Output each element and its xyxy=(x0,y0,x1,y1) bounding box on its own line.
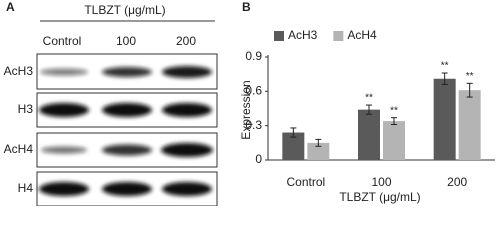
bar xyxy=(383,121,405,160)
column-label: 100 xyxy=(116,34,136,48)
bar xyxy=(433,78,456,160)
bar xyxy=(458,90,481,160)
y-tick-label: 0 xyxy=(255,152,262,166)
bar xyxy=(307,142,330,160)
legend-label: AcH3 xyxy=(288,28,318,42)
band xyxy=(162,103,212,117)
row-label: AcH3 xyxy=(4,64,34,78)
panel-label: B xyxy=(242,0,251,14)
band xyxy=(102,67,152,77)
significance-label: ** xyxy=(365,93,373,104)
bands xyxy=(39,66,213,196)
blot-header: TLBZT (μg/mL) xyxy=(84,3,165,17)
y-tick-label: 0.6 xyxy=(245,84,262,98)
bar xyxy=(282,132,305,160)
significance-label: ** xyxy=(466,71,474,82)
bar xyxy=(358,109,380,160)
y-tick-label: 0.9 xyxy=(245,49,262,63)
figure: A TLBZT (μg/mL) Control 100 200 AcH3 H3 … xyxy=(4,0,495,206)
row-label: H3 xyxy=(18,102,34,116)
band xyxy=(39,182,89,196)
plot: 0 0.3 0.6 0.9 Control 100 ** ** 200 ** ** AcH3 AcH4 xyxy=(245,28,495,189)
band xyxy=(161,143,213,157)
column-label: Control xyxy=(43,34,82,48)
panel-label: A xyxy=(6,0,15,14)
column-label: 200 xyxy=(176,34,196,48)
band xyxy=(102,103,152,117)
significance-label: ** xyxy=(441,61,449,72)
x-axis-title: TLBZT (μg/mL) xyxy=(339,190,420,204)
row-label: H4 xyxy=(18,181,34,195)
x-tick-label: 100 xyxy=(371,175,391,189)
band xyxy=(39,103,89,117)
band xyxy=(41,146,87,154)
page: {"panel_a": {"label": "A", "header": "TL… xyxy=(3,0,495,206)
row-label: AcH4 xyxy=(4,142,34,156)
y-axis-title: Expression xyxy=(239,80,253,139)
band xyxy=(102,144,152,156)
legend-swatch xyxy=(274,31,284,41)
band xyxy=(162,182,212,196)
band xyxy=(162,66,212,78)
band xyxy=(102,182,152,196)
y-tick-label: 0.3 xyxy=(245,118,262,132)
band xyxy=(40,68,88,76)
significance-label: ** xyxy=(390,105,398,116)
legend-swatch xyxy=(333,31,344,41)
x-tick-label: Control xyxy=(286,175,325,189)
x-tick-label: 200 xyxy=(447,175,467,189)
legend-label: AcH4 xyxy=(347,28,377,42)
